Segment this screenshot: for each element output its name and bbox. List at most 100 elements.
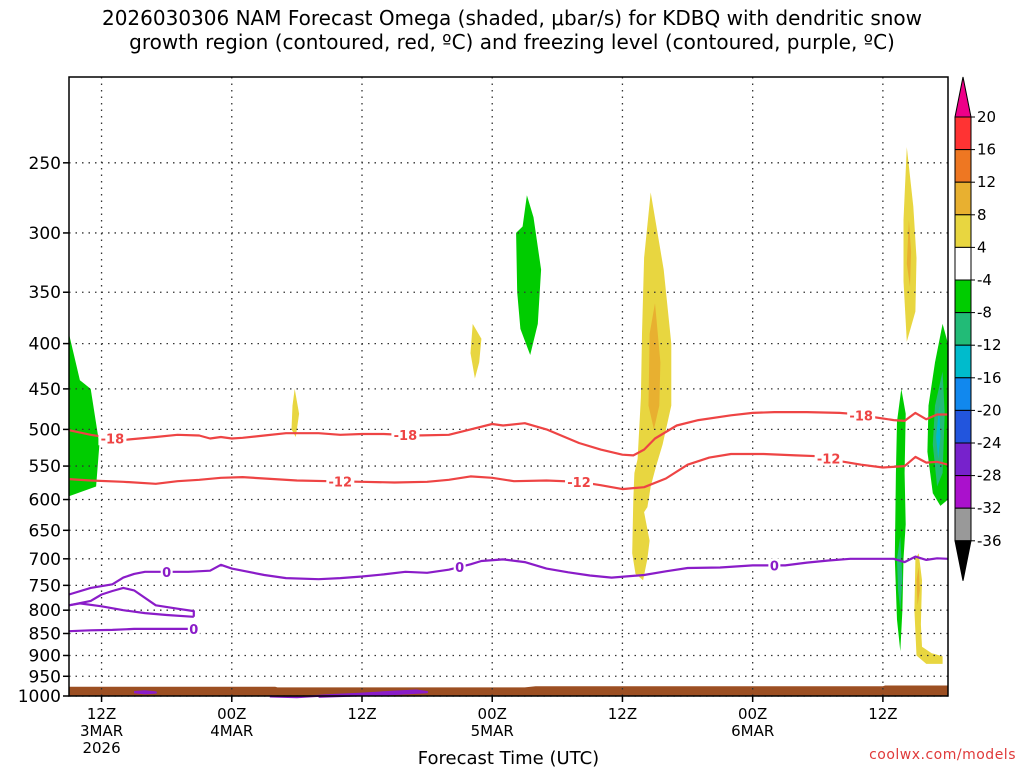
colorbar-label: 4 <box>977 238 987 256</box>
colorbar-bin <box>954 377 972 411</box>
dendritic-contour-2 <box>68 452 949 491</box>
freezing-contour-2 <box>68 627 194 633</box>
freezing-contour-1-label-bg <box>768 558 781 573</box>
colorbar-bin <box>954 507 972 542</box>
y-tick-label: 350 <box>29 283 61 303</box>
y-tick-label: 950 <box>29 667 61 687</box>
dendritic-contour-1-label-bg <box>847 408 876 423</box>
colorbar-label: -8 <box>977 304 992 322</box>
freezing-contour-6 <box>133 690 157 695</box>
colorbar: 20 16 12 8 4 -4 -8 -12 -16 -20 -24 -28 -32 -36 <box>954 76 1002 581</box>
x-tick-label: 00Z <box>478 705 507 723</box>
colorbar-bin <box>954 442 972 477</box>
y-tick-label: 750 <box>29 576 61 596</box>
dendritic-contour-2-label-bg <box>814 451 843 466</box>
y-tick-label: 250 <box>29 154 61 174</box>
y-tick-label: 300 <box>29 224 61 244</box>
dendritic-contour-2-label: -12 <box>329 475 353 490</box>
y-tick-label: 850 <box>29 624 61 644</box>
omega-region-10 <box>897 536 903 611</box>
freezing-contour-1-label-bg <box>160 564 173 579</box>
credit-link[interactable]: coolwx.com/models <box>869 747 1016 763</box>
freezing-contour-1-label: 0 <box>162 566 171 581</box>
freezing-contour-2-label: 0 <box>189 623 198 638</box>
dendritic-contour-1-label: -18 <box>849 409 873 424</box>
freezing-contour-2-label-bg <box>187 621 200 636</box>
title-line-2: growth region (contoured, red, ºC) and f… <box>129 30 895 54</box>
y-tick-label: 550 <box>29 457 61 477</box>
colorbar-label: 20 <box>977 108 996 126</box>
y-tick-label: 450 <box>29 380 61 400</box>
colorbar-label: -4 <box>977 271 992 289</box>
dendritic-contour-2-label-bg <box>326 474 355 489</box>
colorbar-label: -28 <box>977 467 1002 485</box>
omega-region-12 <box>916 567 920 606</box>
x-tick-label: 3MAR <box>80 722 123 740</box>
dendritic-contour-2-label: -12 <box>817 453 841 468</box>
omega-region-2 <box>291 388 300 437</box>
y-tick-label: 1000 <box>18 687 61 707</box>
x-tick-label: 5MAR <box>471 722 514 740</box>
x-tick-label: 6MAR <box>731 722 774 740</box>
dendritic-contour-1-label-bg <box>391 428 420 443</box>
title-line-1: 2026030306 NAM Forecast Omega (shaded, μ… <box>101 6 923 30</box>
x-tick-label: 4MAR <box>210 722 253 740</box>
colorbar-bin <box>954 344 972 379</box>
x-tick-label: 12Z <box>87 705 116 723</box>
y-axis: 2503003504004505005506006507007508008509… <box>18 154 69 707</box>
omega-region-1 <box>69 333 100 497</box>
colorbar-bin <box>954 246 972 281</box>
freezing-contour-1-label-bg <box>453 559 466 574</box>
chart-title: 2026030306 NAM Forecast Omega (shaded, μ… <box>0 6 1024 54</box>
colorbar-bin <box>954 475 972 509</box>
colorbar-top-arrow <box>954 76 972 118</box>
omega-region-3 <box>470 323 482 379</box>
x-tick-label: 00Z <box>217 705 246 723</box>
colorbar-label: 12 <box>977 173 996 191</box>
colorbar-bin <box>954 149 972 183</box>
omega-region-11 <box>914 553 943 664</box>
colorbar-bin <box>954 181 972 216</box>
colorbar-label: -12 <box>977 336 1002 354</box>
contour-layer: -18 -18 -18 -12 -12 -12 0 0 0 0 <box>68 408 949 699</box>
x-tick-label: 12Z <box>868 705 897 723</box>
freezing-contour-4 <box>68 602 194 618</box>
colorbar-label: -20 <box>977 401 1002 419</box>
dendritic-contour-2-label-bg <box>565 474 594 489</box>
y-tick-label: 600 <box>29 491 61 511</box>
omega-region-8 <box>906 219 912 287</box>
colorbar-bottom-arrow <box>954 540 972 581</box>
y-tick-label: 700 <box>29 550 61 570</box>
dendritic-contour-1-label-bg <box>98 431 127 446</box>
y-tick-label: 800 <box>29 601 61 621</box>
y-tick-label: 400 <box>29 335 61 355</box>
dendritic-contour-1-label: -18 <box>101 432 125 447</box>
colorbar-label: -36 <box>977 532 1002 550</box>
grid-layer <box>69 77 948 697</box>
colorbar-label: -24 <box>977 434 1002 452</box>
x-tick-label: 12Z <box>347 705 376 723</box>
x-tick-label: 00Z <box>738 705 767 723</box>
x-tick-label: 2026 <box>82 739 120 757</box>
dendritic-contour-2-label: -12 <box>567 476 591 491</box>
plot-frame <box>68 76 949 697</box>
dendritic-contour-1-label: -18 <box>394 429 418 444</box>
freezing-contour-1-label: 0 <box>770 559 779 574</box>
omega-region-6 <box>648 303 661 430</box>
omega-region-9 <box>894 388 906 652</box>
omega-region-4 <box>516 195 542 355</box>
omega-shading-layer <box>69 147 948 664</box>
dendritic-contour-1 <box>68 411 948 457</box>
y-tick-label: 650 <box>29 521 61 541</box>
colorbar-bin <box>954 312 972 346</box>
freezing-contour-3 <box>68 586 195 617</box>
omega-region-15 <box>936 405 941 459</box>
colorbar-bin <box>954 409 972 444</box>
x-axis-label: Forecast Time (UTC) <box>418 748 599 768</box>
colorbar-bin <box>954 116 972 151</box>
colorbar-label: -16 <box>977 369 1002 387</box>
ground-fill <box>69 685 948 696</box>
x-tick-label: 12Z <box>608 705 637 723</box>
